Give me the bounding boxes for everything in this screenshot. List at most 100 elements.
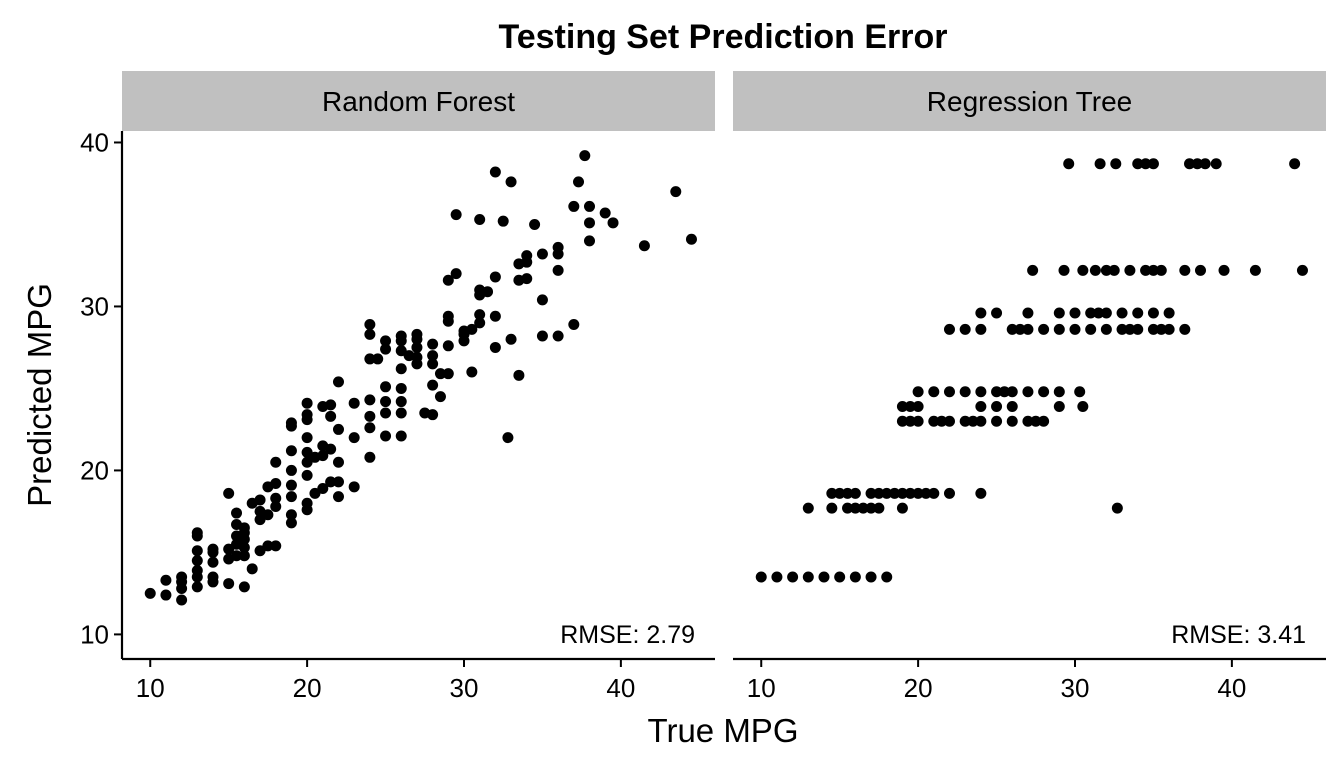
data-point (771, 571, 783, 583)
data-point (904, 400, 916, 412)
data-point (552, 330, 564, 342)
data-point (380, 396, 392, 408)
data-point (474, 309, 486, 321)
data-point (238, 541, 250, 553)
data-point (442, 274, 454, 286)
data-point (1006, 400, 1018, 412)
data-point (450, 209, 462, 221)
data-point (325, 443, 337, 455)
data-point (975, 487, 987, 499)
data-point (207, 571, 219, 583)
data-point (223, 543, 235, 555)
data-point (223, 487, 235, 499)
data-point (896, 400, 908, 412)
data-point (959, 386, 971, 398)
data-point (427, 358, 439, 370)
data-point (505, 176, 517, 188)
data-point (238, 581, 250, 593)
data-point (975, 400, 987, 412)
data-point (442, 368, 454, 380)
data-point (1110, 158, 1122, 170)
data-point (1210, 158, 1222, 170)
data-point (364, 328, 376, 340)
data-point (912, 400, 924, 412)
data-point (1022, 307, 1034, 319)
data-point (1069, 323, 1081, 335)
data-point (849, 502, 861, 514)
data-point (442, 340, 454, 352)
data-point (568, 200, 580, 212)
data-point (364, 394, 376, 406)
data-point (818, 571, 830, 583)
data-point (285, 464, 297, 476)
x-tick-label: 40 (606, 673, 635, 703)
data-point (348, 481, 360, 493)
data-point (395, 330, 407, 342)
data-point (395, 396, 407, 408)
data-point (1147, 307, 1159, 319)
data-point (1155, 264, 1167, 276)
data-point (1053, 307, 1065, 319)
data-point (513, 369, 525, 381)
x-tick-label: 30 (1061, 673, 1090, 703)
data-point (826, 502, 838, 514)
data-point (427, 379, 439, 391)
data-point (348, 432, 360, 444)
x-tick-label: 20 (293, 673, 322, 703)
data-point (1289, 158, 1301, 170)
data-point (912, 415, 924, 427)
data-point (262, 540, 274, 552)
data-point (536, 330, 548, 342)
data-point (427, 409, 439, 421)
data-point (873, 487, 885, 499)
data-point (1147, 323, 1159, 335)
data-point (857, 502, 869, 514)
data-point (270, 540, 282, 552)
data-point (1191, 158, 1203, 170)
data-point (1014, 323, 1026, 335)
data-point (573, 176, 585, 188)
data-point (474, 214, 486, 226)
data-point (849, 487, 861, 499)
data-point (301, 469, 313, 481)
data-point (325, 476, 337, 488)
data-point (1132, 323, 1144, 335)
data-point (380, 343, 392, 355)
y-tick-label: 20 (80, 455, 109, 485)
data-point (552, 241, 564, 253)
data-point (1089, 264, 1101, 276)
data-point (1179, 323, 1191, 335)
data-point (450, 268, 462, 280)
x-tick-label: 10 (136, 673, 165, 703)
data-point (865, 487, 877, 499)
data-point (301, 497, 313, 509)
data-point (583, 235, 595, 247)
data-point (1027, 264, 1039, 276)
data-point (1022, 323, 1034, 335)
data-point (881, 571, 893, 583)
data-point (223, 578, 235, 590)
data-point (270, 478, 282, 490)
data-point (395, 407, 407, 419)
facet-panel-0: Random Forest 10 20 30 40 10 20 30 40 RMSE: 2.79 (80, 71, 715, 703)
data-point (285, 479, 297, 491)
data-point (889, 487, 901, 499)
data-point (285, 445, 297, 457)
data-point (787, 571, 799, 583)
data-point (896, 487, 908, 499)
data-point (599, 207, 611, 219)
data-point (1111, 502, 1123, 514)
data-point (395, 382, 407, 394)
data-point (285, 509, 297, 521)
data-point (967, 415, 979, 427)
data-point (176, 594, 188, 606)
data-point (301, 397, 313, 409)
data-point (849, 571, 861, 583)
data-point (364, 353, 376, 365)
data-point (607, 217, 619, 229)
data-point (802, 502, 814, 514)
y-tick-label: 10 (80, 619, 109, 649)
data-point (1194, 264, 1206, 276)
data-point (1132, 158, 1144, 170)
